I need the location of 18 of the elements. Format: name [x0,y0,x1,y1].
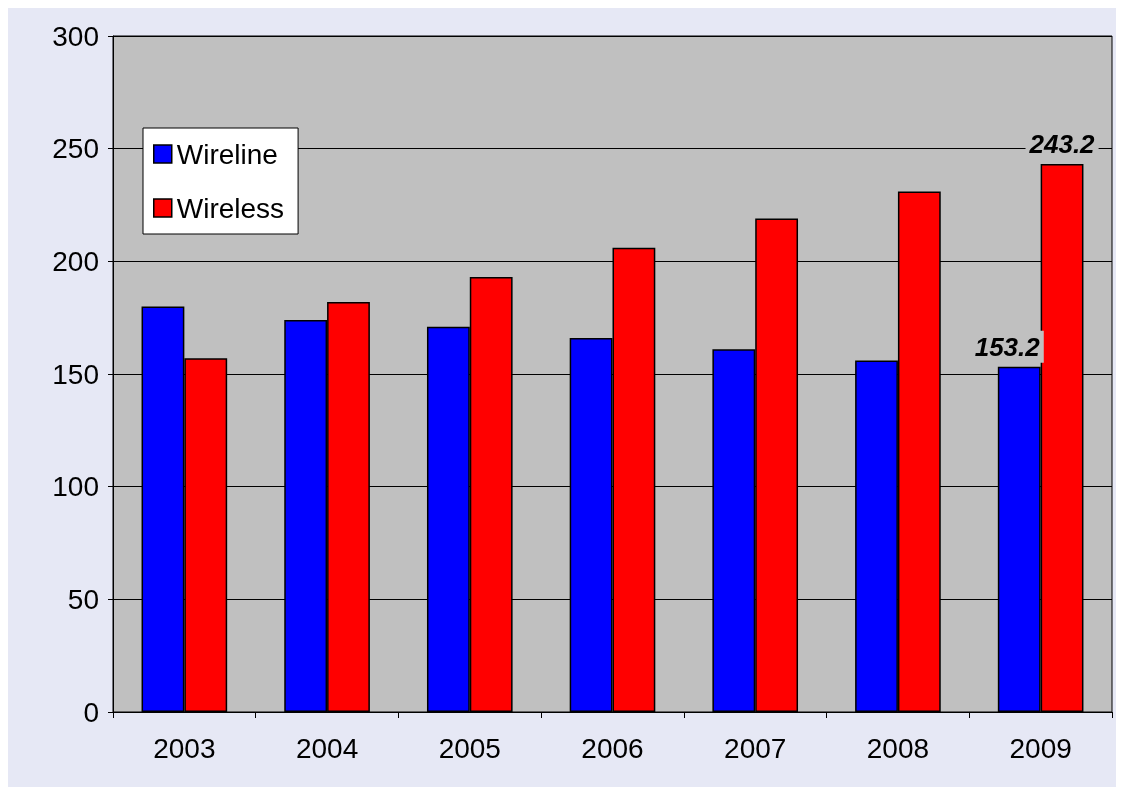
y-tick-label: 200 [52,245,99,277]
y-tick-label: 250 [52,133,99,165]
legend-label: Wireline [176,138,278,170]
x-tick-label: 2009 [1009,732,1072,764]
y-tick-label: 50 [67,583,99,615]
y-tick-label: 0 [83,696,99,728]
y-tick-label: 150 [52,358,99,390]
y-tick-label: 100 [52,471,99,503]
x-tick-label: 2007 [724,732,787,764]
legend-label: Wireless [176,192,285,224]
data-label: 153.2 [974,331,1041,362]
y-tick-label: 300 [52,20,99,52]
x-tick-label: 2008 [866,732,930,764]
x-tick-label: 2006 [581,732,644,764]
x-tick-label: 2003 [153,732,216,764]
data-label: 243.2 [1028,128,1096,159]
x-tick-label: 2005 [438,732,501,764]
x-tick-label: 2004 [295,732,359,764]
